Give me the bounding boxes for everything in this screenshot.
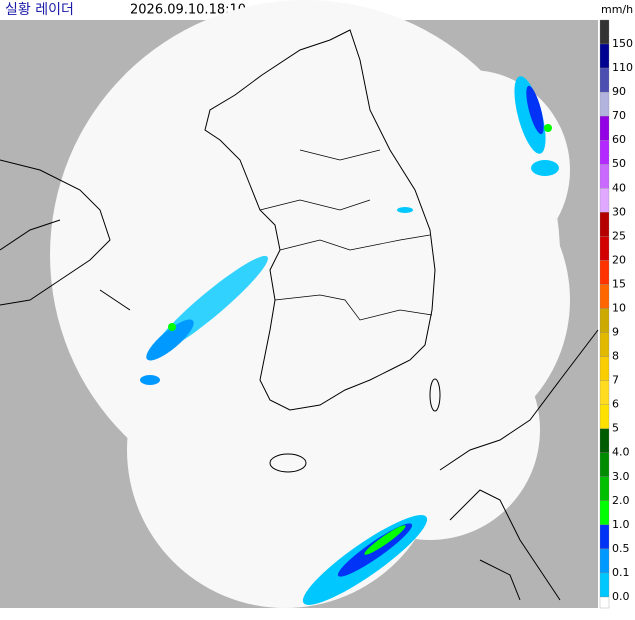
legend-swatch xyxy=(599,236,610,261)
legend-swatch xyxy=(599,115,610,141)
rain-echo xyxy=(514,76,546,154)
legend-label: 3.0 xyxy=(612,470,630,483)
rain-echo xyxy=(168,323,176,331)
legend-label: 6 xyxy=(612,398,619,411)
legend-label: 5 xyxy=(612,422,619,435)
legend-label: 8 xyxy=(612,350,619,363)
title: 실황 레이더 xyxy=(5,2,74,18)
legend-label: 20 xyxy=(612,253,626,266)
legend-swatch xyxy=(599,572,610,598)
legend-label: 150 xyxy=(612,37,633,50)
legend-label: 25 xyxy=(612,229,626,242)
rain-echo xyxy=(364,525,406,555)
legend-label: 4.0 xyxy=(612,446,630,459)
legend-swatch xyxy=(599,596,610,609)
peninsula-coast xyxy=(204,29,436,411)
legend-swatch xyxy=(599,43,610,69)
legend-label: 90 xyxy=(612,85,626,98)
legend-label: 10 xyxy=(612,301,626,314)
coverage-area xyxy=(130,380,290,480)
legend-swatch xyxy=(599,332,610,357)
tsushima xyxy=(429,378,441,412)
legend-label: 110 xyxy=(612,61,633,74)
timestamp: 2026.09.10.18:10 xyxy=(130,3,246,18)
rain-echo xyxy=(531,160,559,176)
china-coast xyxy=(0,159,131,311)
rain-echo xyxy=(526,85,544,135)
legend-swatch xyxy=(599,284,610,309)
legend-swatch xyxy=(599,212,610,237)
legend-label: 50 xyxy=(612,157,626,170)
radar-coverage xyxy=(50,0,570,608)
legend-swatch xyxy=(599,500,610,526)
rain-echo xyxy=(544,124,552,132)
unit: mm/h xyxy=(601,3,633,16)
legend-swatch xyxy=(599,188,610,213)
legend-label: 60 xyxy=(612,133,626,146)
legend-label: 40 xyxy=(612,181,626,194)
legend-swatch xyxy=(599,260,610,285)
legend-swatch xyxy=(599,404,610,429)
legend-swatch xyxy=(599,67,610,93)
legend-swatch xyxy=(599,380,610,405)
legend-swatch xyxy=(599,19,610,45)
legend-label: 7 xyxy=(612,374,619,387)
legend-swatch xyxy=(599,428,610,453)
legend-swatch xyxy=(599,548,610,574)
legend-swatch xyxy=(599,164,610,189)
legend-swatch xyxy=(599,476,610,501)
coverage-area xyxy=(320,320,540,540)
legend-label: 2.0 xyxy=(612,494,630,507)
rain-echoes xyxy=(140,76,559,605)
legend-label: 9 xyxy=(612,326,619,339)
legend-swatch xyxy=(599,356,610,381)
legend-label: 70 xyxy=(612,109,626,122)
legend-label: 0.1 xyxy=(612,566,630,579)
legend-label: 30 xyxy=(612,205,626,218)
rain-echo xyxy=(146,319,194,361)
legend-swatch xyxy=(599,524,610,550)
legend-swatch xyxy=(599,91,610,117)
province-borders xyxy=(259,149,433,321)
legend-label: 15 xyxy=(612,277,626,290)
japan-coast xyxy=(439,329,599,601)
legend-label: 0.5 xyxy=(612,542,630,555)
jeju-island xyxy=(269,453,307,473)
legend-label: 0.0 xyxy=(612,590,630,603)
rain-echo xyxy=(140,375,160,385)
map xyxy=(0,0,599,608)
legend-swatch xyxy=(599,140,610,165)
rain-echo xyxy=(397,207,413,213)
legend-swatch xyxy=(599,308,610,333)
legend-swatch xyxy=(599,452,610,477)
legend-label: 1.0 xyxy=(612,518,630,531)
legend: 150 110 90 70 60 50 40 30 25 20 15 10 9 8 7 6 5 4.0 3.0 2.0… xyxy=(599,19,633,609)
